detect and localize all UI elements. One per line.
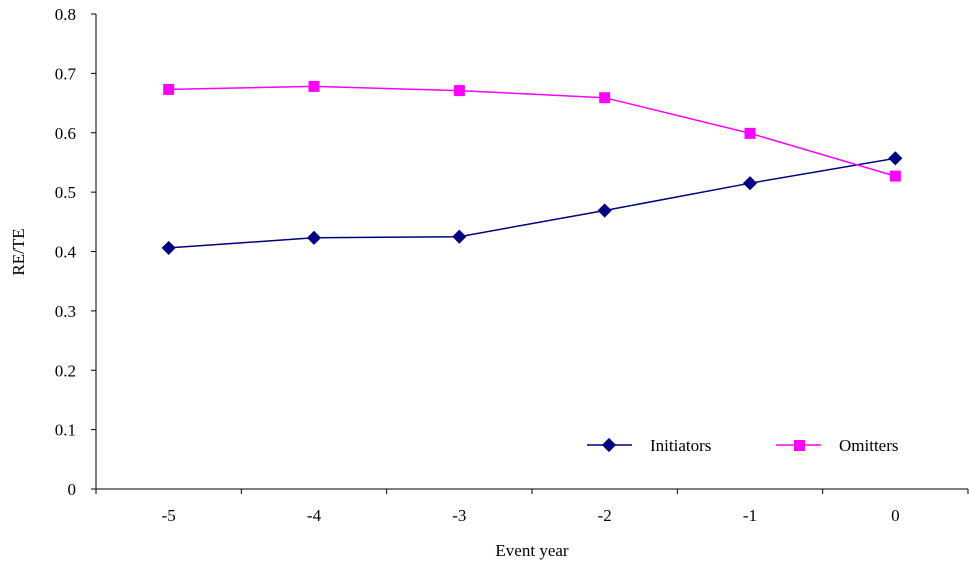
data-point-omitters	[744, 127, 756, 139]
y-tick-label: 0	[68, 480, 77, 499]
y-axis-title: RE/TE	[9, 228, 28, 275]
series-omitters	[163, 80, 901, 182]
series-line-omitters	[168, 85, 896, 177]
x-tick-label: -3	[452, 506, 466, 525]
y-tick-label: 0.7	[55, 64, 77, 83]
legend: Initiators Omitters	[587, 436, 899, 455]
y-axis-ticks: 0 0.1 0.2 0.3 0.4 0.5 0.6 0.7 0.8	[55, 5, 96, 499]
x-tick-label: -1	[743, 506, 757, 525]
y-tick-label: 0.3	[55, 302, 76, 321]
data-point-initiators	[306, 230, 322, 245]
x-tick-label: -4	[307, 506, 322, 525]
x-axis-title: Event year	[495, 541, 568, 560]
y-tick-label: 0.2	[55, 361, 76, 380]
legend-label-initiators: Initiators	[650, 436, 711, 455]
data-point-omitters	[163, 83, 175, 95]
data-point-omitters	[889, 170, 901, 182]
x-axis-ticks: -5 -4 -3 -2 -1 0	[95, 489, 969, 525]
data-point-initiators	[888, 151, 903, 166]
data-point-initiators	[742, 176, 758, 191]
y-tick-label: 0.5	[55, 183, 76, 202]
series-layer	[161, 80, 903, 256]
series-initiators	[161, 151, 903, 256]
y-tick-label: 0.4	[55, 243, 77, 262]
axes	[95, 14, 968, 490]
data-point-initiators	[161, 240, 176, 256]
y-tick-label: 0.6	[55, 124, 76, 143]
x-tick-label: -5	[162, 506, 176, 525]
y-tick-label: 0.1	[55, 421, 76, 440]
legend-label-omitters: Omitters	[839, 436, 899, 455]
y-tick-label: 0.8	[55, 5, 76, 24]
data-point-omitters	[308, 80, 320, 92]
x-tick-label: 0	[891, 506, 900, 525]
data-point-initiators	[452, 229, 467, 244]
data-point-omitters	[453, 85, 465, 97]
legend-marker-initiators	[601, 437, 617, 453]
legend-marker-omitters	[794, 440, 805, 451]
x-tick-label: -2	[598, 506, 612, 525]
data-point-omitters	[599, 92, 611, 104]
data-point-initiators	[597, 203, 612, 218]
series-line-initiators	[168, 157, 896, 249]
